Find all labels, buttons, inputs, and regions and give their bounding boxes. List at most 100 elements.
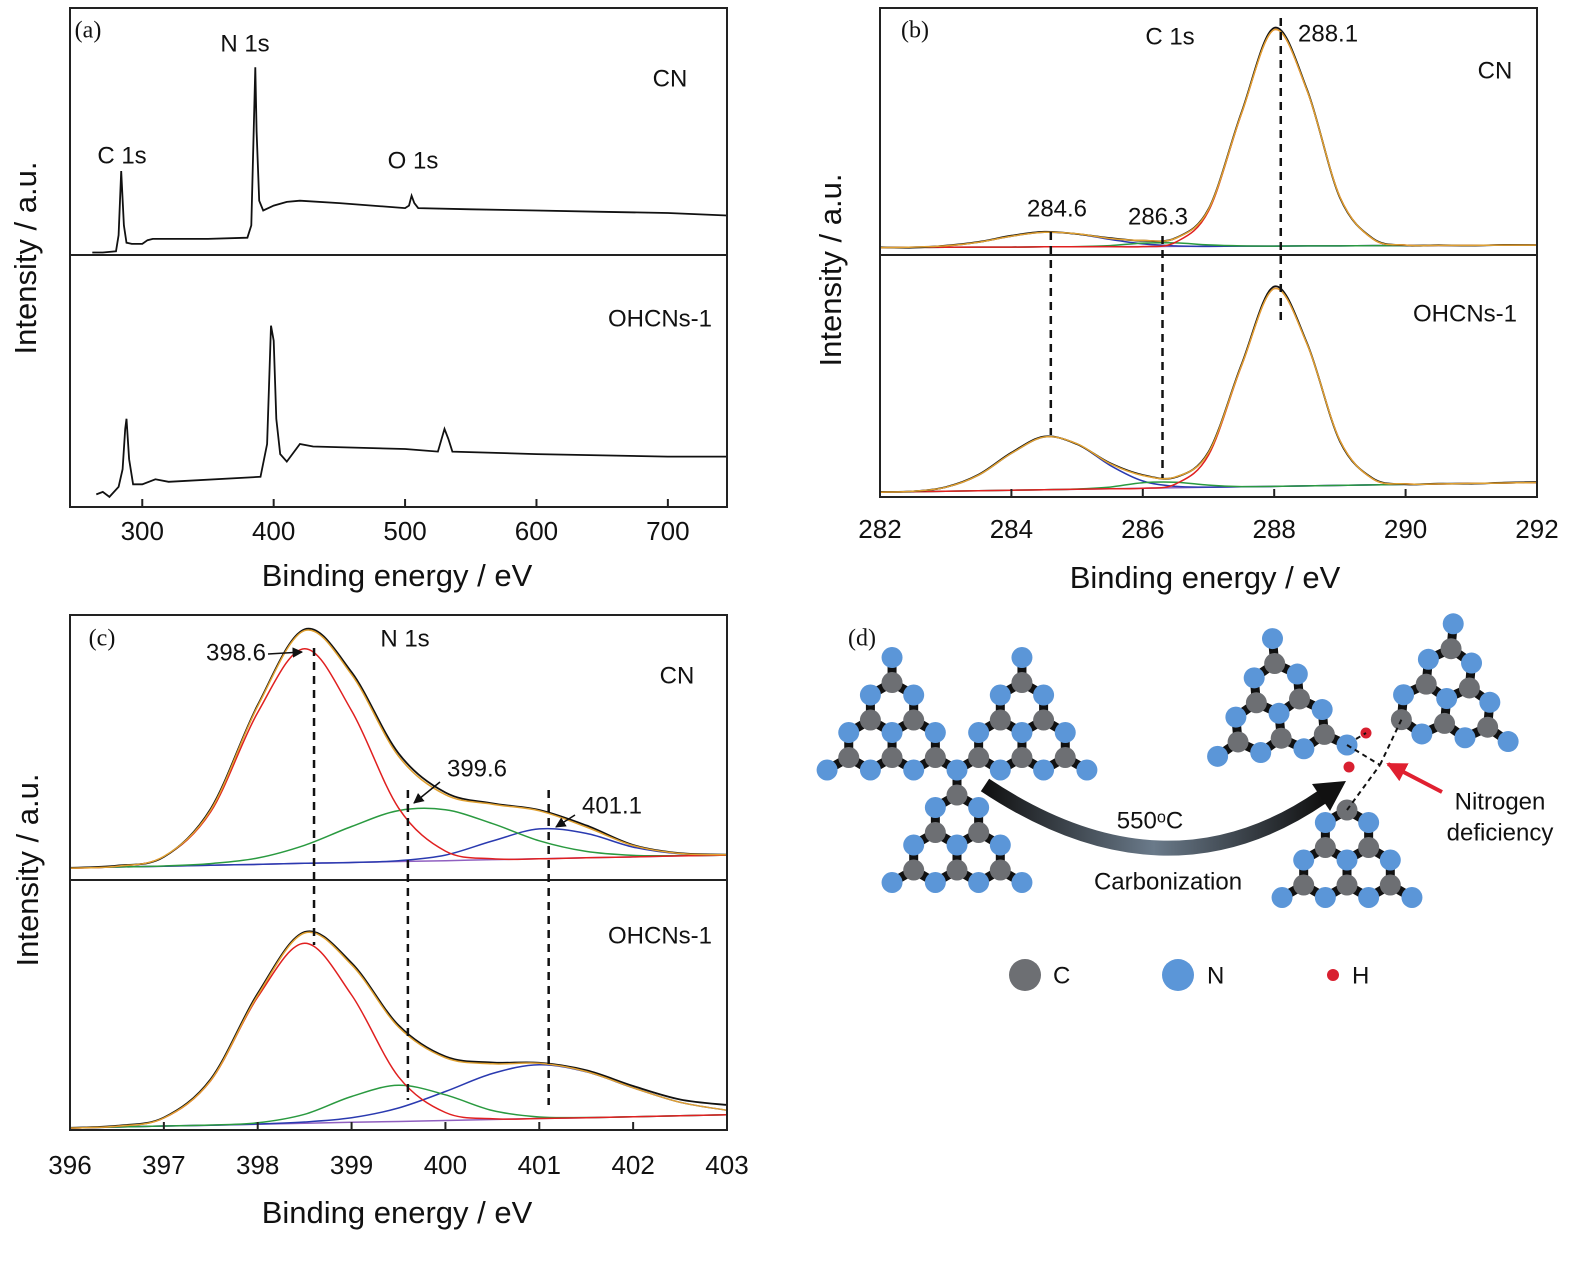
atom <box>1358 887 1380 908</box>
atom <box>1264 652 1286 674</box>
spectrum-line <box>69 647 728 869</box>
x-tick-label: 398 <box>236 1150 279 1180</box>
legend-label: C <box>1053 962 1070 989</box>
atom <box>881 872 903 893</box>
atom <box>1011 672 1033 693</box>
atom <box>1293 849 1315 871</box>
peak-annotation: C 1s <box>97 142 146 169</box>
atom <box>989 709 1011 731</box>
atom <box>838 722 860 743</box>
spectrum-line <box>879 28 1537 249</box>
atom <box>903 859 925 881</box>
process-arrow-head <box>1312 781 1346 811</box>
y-axis-label: Intensity / a.u. <box>8 162 43 355</box>
atom <box>924 722 946 743</box>
atom <box>903 709 925 731</box>
y-axis-label: Intensity / a.u. <box>10 774 45 967</box>
atom <box>968 722 990 743</box>
atom <box>989 759 1011 781</box>
spectrum-line <box>92 67 728 254</box>
atom <box>1379 874 1401 896</box>
spectrum-line <box>879 26 1538 249</box>
atom <box>924 797 946 818</box>
peak-annotation: N 1s <box>380 625 429 652</box>
peak-annotation: N 1s <box>220 30 269 57</box>
broken-bond <box>1346 764 1381 811</box>
subplot-label: OHCNs-1 <box>608 922 712 949</box>
atoms <box>816 613 1519 908</box>
atom <box>1227 731 1249 753</box>
atom <box>1454 727 1476 749</box>
spectrum-line <box>69 629 728 869</box>
spectrum-line <box>879 28 1537 249</box>
atom <box>968 747 990 768</box>
subplot-label: CN <box>660 662 695 689</box>
x-tick-label: 400 <box>252 516 295 546</box>
atom <box>946 759 968 781</box>
atom <box>816 759 838 781</box>
spectrum-line <box>69 807 728 869</box>
atom <box>1336 849 1358 871</box>
atom <box>1314 837 1336 858</box>
atom <box>859 709 881 731</box>
atom <box>1243 667 1265 689</box>
x-tick-label: 401 <box>518 1150 561 1180</box>
spectrum-line <box>69 930 728 1129</box>
annotation: Nitrogen <box>1455 788 1546 815</box>
atom <box>946 784 968 806</box>
atom <box>1207 745 1229 767</box>
atom <box>946 859 968 881</box>
plot-frame <box>879 7 1538 498</box>
x-axis-label: Binding energy / eV <box>262 558 533 593</box>
x-tick-label: 282 <box>858 514 901 544</box>
atom <box>1477 716 1499 738</box>
atom <box>1054 747 1076 768</box>
atom <box>881 747 903 768</box>
atom <box>1311 699 1333 721</box>
atom <box>1417 648 1439 670</box>
x-tick-label: 400 <box>424 1150 467 1180</box>
x-tick-label: 286 <box>1121 514 1164 544</box>
atom <box>1358 837 1380 858</box>
condition: 550ᵒC <box>1117 807 1183 834</box>
atom <box>924 747 946 768</box>
peak-label: 398.6 <box>206 639 266 666</box>
peak-label: 288.1 <box>1298 20 1358 47</box>
atom <box>1033 709 1055 731</box>
atom <box>1054 722 1076 743</box>
legend-label: N <box>1207 962 1224 989</box>
atom <box>1286 663 1308 685</box>
x-tick-label: 284 <box>990 514 1033 544</box>
atom <box>1011 722 1033 743</box>
x-tick-label: 399 <box>330 1150 373 1180</box>
spectrum-line <box>879 287 1538 493</box>
atom <box>1270 727 1292 749</box>
atom <box>881 672 903 693</box>
atom <box>1379 849 1401 871</box>
atom <box>1434 712 1456 734</box>
subplot-label: CN <box>1478 57 1513 84</box>
peak-label: 286.3 <box>1128 203 1188 230</box>
x-tick-label: 300 <box>121 516 164 546</box>
plot-frame <box>69 7 728 508</box>
atom <box>1011 872 1033 893</box>
atom <box>881 647 903 668</box>
panel: CN OHCNs-1 282 284 286 288 290 292 Binding energ… <box>813 7 1559 595</box>
atom <box>1479 691 1501 713</box>
spectrum-line <box>69 942 728 1129</box>
atom <box>924 822 946 843</box>
peak-annotation: O 1s <box>388 147 439 174</box>
y-axis-label: Intensity / a.u. <box>813 174 848 367</box>
atom <box>1436 688 1458 710</box>
atom <box>838 747 860 768</box>
x-tick-label: 402 <box>611 1150 654 1180</box>
atom <box>1268 702 1290 724</box>
atom <box>1225 706 1247 728</box>
atom <box>968 797 990 818</box>
atom <box>1011 647 1033 668</box>
legend-label: H <box>1352 962 1369 989</box>
annotation: deficiency <box>1447 819 1554 846</box>
x-tick-label: 700 <box>646 516 689 546</box>
atom <box>903 684 925 706</box>
legend-swatch <box>1009 959 1041 991</box>
